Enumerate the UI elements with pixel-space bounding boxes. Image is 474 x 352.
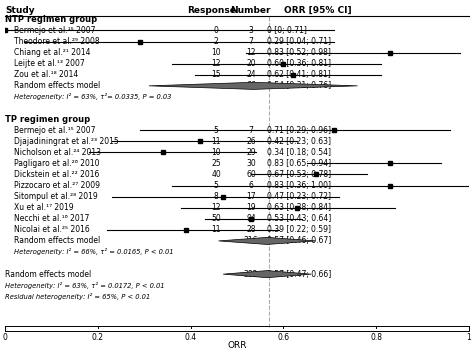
Text: ORR [95% CI]: ORR [95% CI] bbox=[284, 6, 352, 15]
Text: 12: 12 bbox=[246, 48, 255, 57]
Text: 6: 6 bbox=[248, 181, 254, 190]
Polygon shape bbox=[149, 82, 357, 89]
Text: TP regimen group: TP regimen group bbox=[5, 115, 91, 124]
Text: 11: 11 bbox=[211, 137, 221, 146]
Polygon shape bbox=[219, 237, 316, 244]
Text: 0.62 [0.41; 0.81]: 0.62 [0.41; 0.81] bbox=[267, 70, 331, 79]
Text: 10: 10 bbox=[211, 148, 221, 157]
Text: 0.54 [0.31; 0.76]: 0.54 [0.31; 0.76] bbox=[267, 81, 331, 90]
Text: Study: Study bbox=[5, 6, 35, 15]
Text: 0.83 [0.36; 1.00]: 0.83 [0.36; 1.00] bbox=[267, 181, 331, 190]
Text: 0.4: 0.4 bbox=[184, 333, 197, 342]
Text: Pagligaro et al.²⁶ 2010: Pagligaro et al.²⁶ 2010 bbox=[15, 159, 100, 168]
Text: 0.39 [0.22; 0.59]: 0.39 [0.22; 0.59] bbox=[267, 225, 331, 234]
Text: 0: 0 bbox=[3, 333, 8, 342]
Text: 17: 17 bbox=[246, 192, 256, 201]
Text: 20: 20 bbox=[246, 59, 256, 68]
Text: 29: 29 bbox=[246, 148, 256, 157]
Text: 1: 1 bbox=[466, 333, 471, 342]
Text: 0.8: 0.8 bbox=[370, 333, 382, 342]
Text: 5: 5 bbox=[214, 181, 219, 190]
Text: 19: 19 bbox=[246, 203, 256, 212]
Text: 7: 7 bbox=[248, 37, 254, 46]
Text: 0.57 [0.47; 0.66]: 0.57 [0.47; 0.66] bbox=[267, 270, 331, 279]
Text: Number: Number bbox=[230, 6, 270, 15]
Text: NTP regimen group: NTP regimen group bbox=[5, 15, 97, 24]
Text: 25: 25 bbox=[211, 159, 221, 168]
Text: 26: 26 bbox=[246, 137, 256, 146]
Text: 50: 50 bbox=[211, 214, 221, 223]
Text: 0.47 [0.23; 0.72]: 0.47 [0.23; 0.72] bbox=[267, 192, 331, 201]
Text: Pizzocaro et al.²⁷ 2009: Pizzocaro et al.²⁷ 2009 bbox=[15, 181, 100, 190]
Text: 0.2: 0.2 bbox=[92, 333, 104, 342]
Text: 3: 3 bbox=[248, 26, 254, 35]
Text: Heterogeneity: I² = 63%, τ²= 0.0335, P = 0.03: Heterogeneity: I² = 63%, τ²= 0.0335, P =… bbox=[15, 93, 172, 100]
Text: 12: 12 bbox=[211, 59, 221, 68]
Text: 15: 15 bbox=[211, 70, 221, 79]
Text: Bermejo et al.¹⁵ 2007: Bermejo et al.¹⁵ 2007 bbox=[15, 26, 96, 35]
Text: 0.83 [0.65; 0.94]: 0.83 [0.65; 0.94] bbox=[267, 159, 331, 168]
Text: 0.34 [0.18; 0.54]: 0.34 [0.18; 0.54] bbox=[267, 148, 331, 157]
Text: 66: 66 bbox=[246, 81, 256, 90]
Text: Leijte et al.¹³ 2007: Leijte et al.¹³ 2007 bbox=[15, 59, 85, 68]
Text: Response: Response bbox=[187, 6, 236, 15]
Text: 382: 382 bbox=[244, 270, 258, 279]
Text: 0 [0; 0.71]: 0 [0; 0.71] bbox=[267, 26, 307, 35]
Text: 0.29 [0.04; 0.71]: 0.29 [0.04; 0.71] bbox=[267, 37, 331, 46]
Text: Nicholson et al.²⁴ 2013: Nicholson et al.²⁴ 2013 bbox=[15, 148, 101, 157]
Text: 0.71 [0.29; 0.96]: 0.71 [0.29; 0.96] bbox=[267, 126, 331, 135]
Text: Random effects model: Random effects model bbox=[15, 237, 101, 245]
Text: 8: 8 bbox=[214, 192, 219, 201]
Text: Dickstein et al.²² 2016: Dickstein et al.²² 2016 bbox=[15, 170, 100, 179]
Text: Chiang et al.²¹ 2014: Chiang et al.²¹ 2014 bbox=[15, 48, 91, 57]
Text: 40: 40 bbox=[211, 170, 221, 179]
Text: 60: 60 bbox=[246, 170, 256, 179]
Text: ORR: ORR bbox=[227, 341, 247, 350]
Text: Random effects model: Random effects model bbox=[5, 270, 91, 279]
Text: 0.83 [0.52; 0.98]: 0.83 [0.52; 0.98] bbox=[267, 48, 331, 57]
Text: Djajadiningrat et al.²³ 2015: Djajadiningrat et al.²³ 2015 bbox=[15, 137, 119, 146]
Text: 0.60 [0.36; 0.81]: 0.60 [0.36; 0.81] bbox=[267, 59, 331, 68]
Text: 30: 30 bbox=[246, 159, 256, 168]
Text: Zou et al.¹⁸ 2014: Zou et al.¹⁸ 2014 bbox=[15, 70, 79, 79]
Text: 316: 316 bbox=[244, 237, 258, 245]
Text: Theodore et al.²⁹ 2008: Theodore et al.²⁹ 2008 bbox=[15, 37, 100, 46]
Text: Heterogeneity: I² = 66%, τ² = 0.0165, P < 0.01: Heterogeneity: I² = 66%, τ² = 0.0165, P … bbox=[15, 249, 174, 256]
Text: 0.6: 0.6 bbox=[277, 333, 290, 342]
Text: 0.67 [0.53; 0.78]: 0.67 [0.53; 0.78] bbox=[267, 170, 331, 179]
Text: 10: 10 bbox=[211, 48, 221, 57]
Text: 0.63 [0.38; 0.84]: 0.63 [0.38; 0.84] bbox=[267, 203, 331, 212]
Text: Random effects model: Random effects model bbox=[15, 81, 101, 90]
Text: 5: 5 bbox=[214, 126, 219, 135]
Text: 0.42 [0.23; 0.63]: 0.42 [0.23; 0.63] bbox=[267, 137, 331, 146]
Text: 28: 28 bbox=[246, 225, 255, 234]
Text: 0.57 [0.46; 0.67]: 0.57 [0.46; 0.67] bbox=[267, 237, 331, 245]
Text: 7: 7 bbox=[248, 126, 254, 135]
Text: Residual heterogeneity: I² = 65%, P < 0.01: Residual heterogeneity: I² = 65%, P < 0.… bbox=[5, 293, 150, 300]
Text: Heterogeneity: I² = 63%, τ² = 0.0172, P < 0.01: Heterogeneity: I² = 63%, τ² = 0.0172, P … bbox=[5, 282, 165, 289]
Text: Bermejo et al.¹⁵ 2007: Bermejo et al.¹⁵ 2007 bbox=[15, 126, 96, 135]
Text: 12: 12 bbox=[211, 203, 221, 212]
Text: 0: 0 bbox=[214, 26, 219, 35]
Text: 24: 24 bbox=[246, 70, 256, 79]
Text: 0.53 [0.43; 0.64]: 0.53 [0.43; 0.64] bbox=[267, 214, 331, 223]
Text: 11: 11 bbox=[211, 225, 221, 234]
Text: 94: 94 bbox=[246, 214, 256, 223]
Text: Sitompul et al.²⁸ 2019: Sitompul et al.²⁸ 2019 bbox=[15, 192, 98, 201]
Text: 2: 2 bbox=[214, 37, 219, 46]
Polygon shape bbox=[223, 271, 311, 278]
Text: Xu et al.¹⁷ 2019: Xu et al.¹⁷ 2019 bbox=[15, 203, 74, 212]
Text: Necchi et al.¹⁶ 2017: Necchi et al.¹⁶ 2017 bbox=[15, 214, 90, 223]
Text: Nicolai et al.²⁵ 2016: Nicolai et al.²⁵ 2016 bbox=[15, 225, 90, 234]
